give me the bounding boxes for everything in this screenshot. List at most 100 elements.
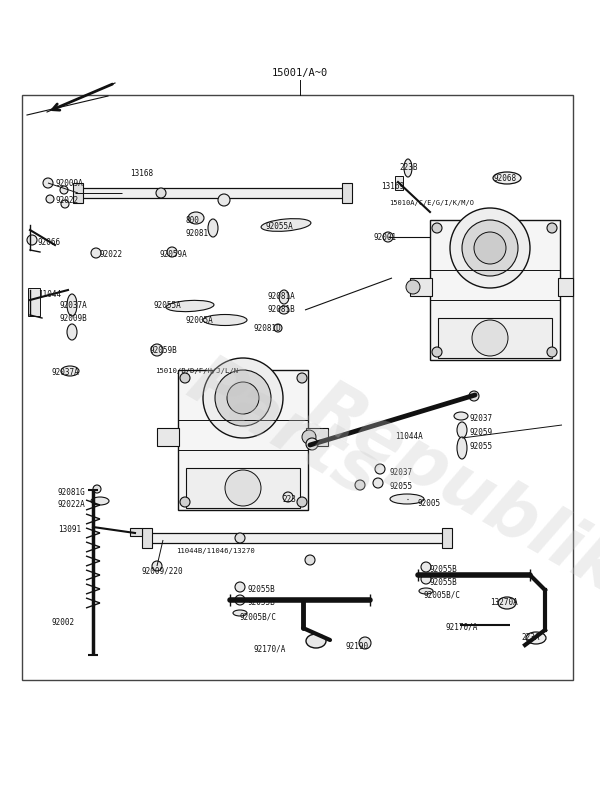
Ellipse shape: [233, 610, 247, 616]
Circle shape: [156, 188, 166, 198]
Circle shape: [180, 373, 190, 383]
Text: 223B: 223B: [399, 163, 418, 172]
Text: 92022: 92022: [55, 196, 78, 205]
Circle shape: [283, 492, 293, 502]
Circle shape: [462, 220, 518, 276]
Bar: [438, 318, 552, 358]
Circle shape: [167, 247, 177, 257]
Text: 92190: 92190: [346, 642, 369, 651]
Ellipse shape: [274, 324, 282, 332]
Circle shape: [225, 470, 261, 506]
Circle shape: [180, 497, 190, 507]
Circle shape: [215, 370, 271, 426]
Ellipse shape: [279, 290, 289, 304]
Text: 92055B: 92055B: [430, 578, 458, 587]
Text: 92037A: 92037A: [60, 301, 88, 310]
Text: 92001: 92001: [374, 233, 397, 242]
Circle shape: [432, 223, 442, 233]
Bar: [395, 176, 403, 190]
Text: 92059A: 92059A: [160, 250, 188, 259]
Ellipse shape: [67, 294, 77, 316]
Text: 13270A: 13270A: [490, 598, 518, 607]
Circle shape: [218, 194, 230, 206]
Text: 800: 800: [186, 216, 200, 225]
Circle shape: [235, 533, 245, 543]
Text: 92081A: 92081A: [267, 292, 295, 301]
Bar: [28, 288, 40, 316]
Bar: [410, 278, 432, 296]
Circle shape: [547, 347, 557, 357]
Ellipse shape: [390, 494, 424, 504]
Text: 15010/B/D/F/H/J/L/N: 15010/B/D/F/H/J/L/N: [155, 368, 238, 374]
Circle shape: [469, 391, 479, 401]
Ellipse shape: [188, 212, 204, 224]
Bar: [306, 428, 328, 446]
Circle shape: [472, 320, 508, 356]
Circle shape: [383, 232, 393, 242]
Circle shape: [151, 344, 163, 356]
Ellipse shape: [419, 588, 433, 594]
Text: 92022A: 92022A: [58, 500, 86, 509]
Bar: [430, 220, 560, 360]
Circle shape: [355, 480, 365, 490]
Bar: [442, 528, 452, 548]
Text: 92002: 92002: [52, 618, 75, 627]
Ellipse shape: [493, 172, 521, 184]
Text: 92059B: 92059B: [149, 346, 177, 355]
Bar: [73, 183, 83, 203]
Circle shape: [297, 373, 307, 383]
Text: 92059: 92059: [470, 428, 493, 437]
Text: 92081D: 92081D: [253, 324, 281, 333]
Ellipse shape: [457, 422, 467, 438]
Text: 92170/A: 92170/A: [253, 645, 286, 654]
Text: 92066: 92066: [38, 238, 61, 247]
Ellipse shape: [91, 497, 109, 505]
Circle shape: [91, 248, 101, 258]
Text: Republik: Republik: [295, 372, 600, 608]
Circle shape: [43, 178, 53, 188]
Text: 92037: 92037: [470, 414, 493, 423]
Ellipse shape: [454, 412, 468, 420]
Text: 92009/220: 92009/220: [142, 566, 184, 575]
Text: 92009B: 92009B: [60, 314, 88, 323]
Text: 92081: 92081: [186, 229, 209, 238]
Circle shape: [406, 280, 420, 294]
Circle shape: [421, 562, 431, 572]
Ellipse shape: [61, 366, 79, 376]
Circle shape: [474, 232, 506, 264]
Text: 92022: 92022: [100, 250, 123, 259]
Bar: [157, 428, 179, 446]
Text: 92055: 92055: [470, 442, 493, 451]
Circle shape: [450, 208, 530, 288]
Ellipse shape: [67, 324, 77, 340]
Text: 92055B: 92055B: [247, 598, 275, 607]
Text: 92005A: 92005A: [186, 316, 214, 325]
Text: 92055B: 92055B: [430, 565, 458, 574]
Ellipse shape: [203, 315, 247, 326]
Ellipse shape: [261, 219, 311, 232]
Bar: [75, 188, 345, 198]
Ellipse shape: [279, 306, 289, 314]
Text: 92005B/C: 92005B/C: [240, 612, 277, 621]
Circle shape: [93, 485, 101, 493]
Circle shape: [61, 200, 69, 208]
Bar: [178, 370, 308, 510]
Text: 11044A: 11044A: [395, 432, 423, 441]
Ellipse shape: [498, 597, 516, 609]
Circle shape: [375, 464, 385, 474]
Circle shape: [306, 438, 318, 450]
Circle shape: [359, 637, 371, 649]
Text: 92055B: 92055B: [247, 585, 275, 594]
Bar: [342, 183, 352, 203]
Text: 92055A: 92055A: [153, 301, 181, 310]
Text: 11044: 11044: [38, 290, 61, 299]
Circle shape: [60, 186, 68, 194]
Circle shape: [227, 382, 259, 414]
Text: 92081G: 92081G: [58, 488, 86, 497]
Ellipse shape: [306, 634, 326, 648]
Circle shape: [203, 358, 283, 438]
Text: 11044B/11046/13270: 11044B/11046/13270: [176, 548, 255, 554]
Ellipse shape: [208, 219, 218, 237]
Text: 92037A: 92037A: [51, 368, 79, 377]
Text: 13091: 13091: [58, 525, 81, 534]
